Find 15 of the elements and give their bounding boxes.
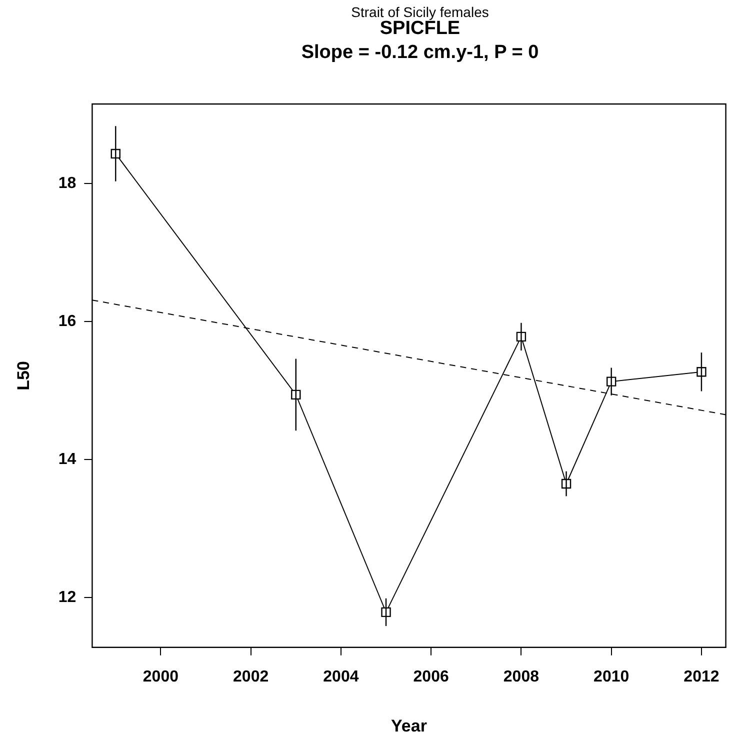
y-tick-label: 12 — [58, 589, 76, 606]
x-tick-label: 2006 — [413, 668, 449, 686]
text: Strait of Sicily females — [350, 4, 490, 20]
x-tick-label: 2008 — [503, 668, 540, 686]
y-axis-title: L50 — [14, 361, 33, 390]
chart-subtitle: Slope = -0.12 cm.y-1, P = 0 — [300, 42, 540, 64]
y-tick-label: 18 — [58, 174, 76, 192]
x-tick-label: 2004 — [323, 668, 359, 686]
x-axis-title: Year — [391, 716, 428, 736]
y-tick-label: 16 — [58, 312, 76, 330]
x-tick-label: 2002 — [233, 668, 269, 686]
x-tick-label: 2010 — [594, 668, 630, 686]
x-tick-label: 2012 — [684, 668, 720, 686]
y-tick-label: 14 — [58, 451, 76, 468]
x-tick-label: 2000 — [142, 668, 179, 686]
